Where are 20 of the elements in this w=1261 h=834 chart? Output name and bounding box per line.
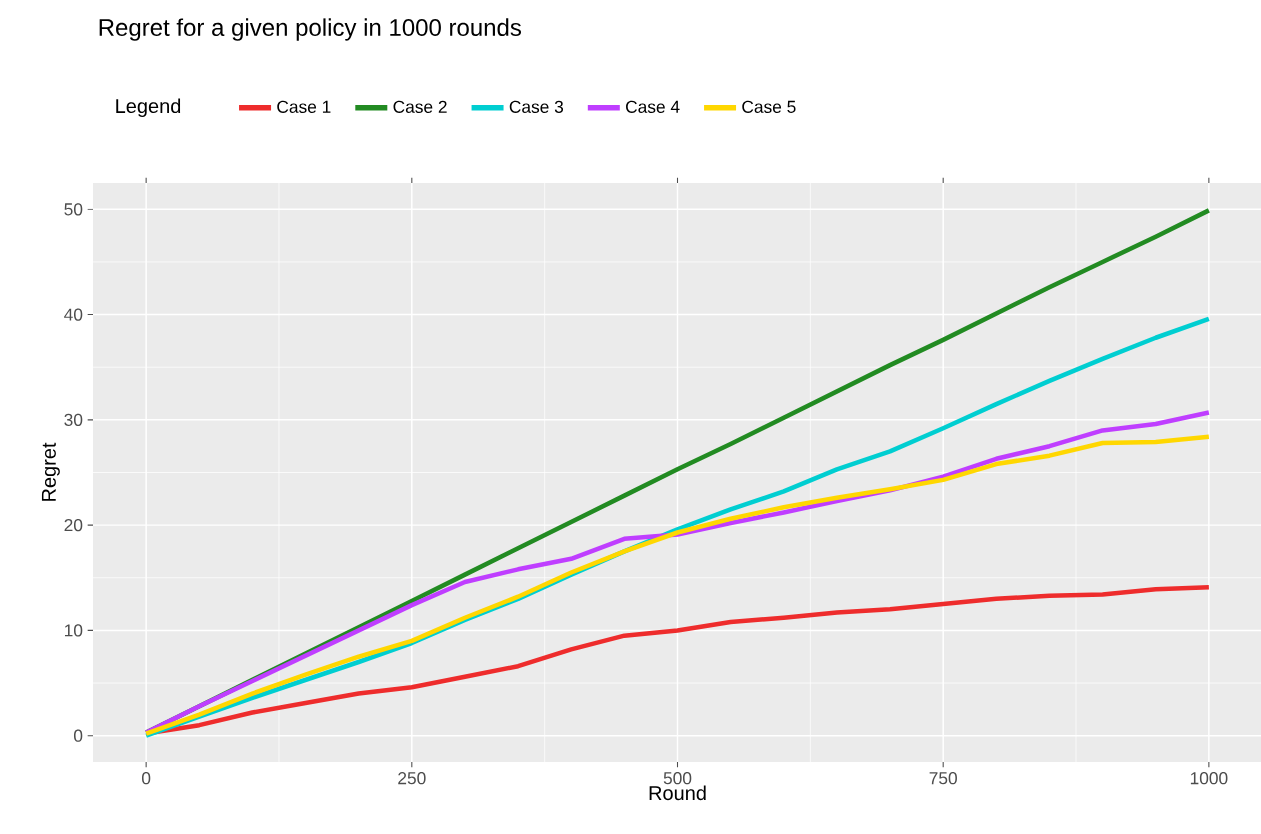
y-tick-label: 20 (64, 518, 83, 532)
y-tick-label: 30 (64, 413, 83, 426)
legend-label: Case 4 (626, 100, 680, 113)
chart-title: Regret for a given policy in 1000 rounds (99, 18, 522, 41)
legend-label: Case 3 (509, 100, 564, 113)
y-tick-label: 0 (73, 729, 83, 742)
x-tick-label: 750 (929, 772, 957, 785)
y-axis-title: Regret (41, 442, 60, 501)
x-tick-label: 0 (141, 772, 151, 785)
legend-label: Case 2 (393, 100, 447, 113)
legend-label: Case 5 (742, 100, 796, 113)
x-tick-label: 1000 (1190, 772, 1228, 785)
x-axis-title: Round (649, 785, 706, 801)
x-tick-label: 500 (663, 772, 692, 785)
y-tick-label: 50 (64, 203, 83, 216)
y-tick-label: 10 (65, 624, 83, 637)
y-tick-label: 40 (64, 308, 83, 321)
legend-title: Legend (116, 98, 181, 118)
x-tick-label: 250 (398, 772, 426, 785)
legend-label: Case 1 (277, 100, 331, 113)
